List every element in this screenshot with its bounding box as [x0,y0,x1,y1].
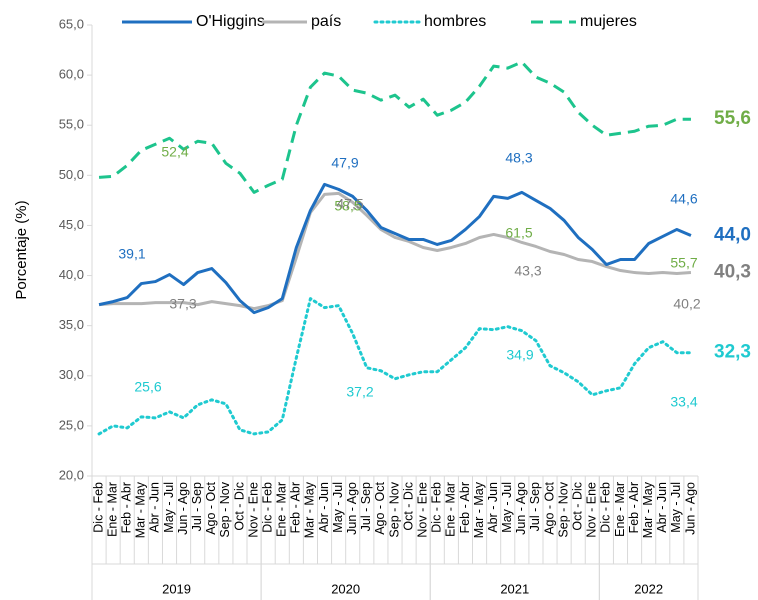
x-tick-label: Nov - Ene [246,482,260,538]
x-tick-label: Feb - Abr [120,482,134,533]
x-tick-label: Abr - Jun [148,482,162,533]
x-tick-label: Mar - May [303,481,317,538]
annotation: 37,3 [169,296,196,312]
y-tick-label: 40,0 [59,267,84,282]
x-tick-label: Oct - Dic [232,482,246,531]
x-tick-label: Dic - Feb [599,482,613,533]
x-tick-label: Abr - Jun [486,482,500,533]
y-axis-label: Porcentaje (%) [13,200,30,299]
x-tick-label: Nov - Ene [585,482,599,538]
end-label: 32,3 [714,342,751,363]
annotation: 25,6 [134,379,161,395]
y-tick-label: 60,0 [59,67,84,82]
y-tick-label: 20,0 [59,467,84,482]
x-tick-label: Sep - Nov [556,481,570,537]
end-label: 40,3 [714,262,751,283]
x-tick-label: Ene - Mar [444,482,458,537]
annotation: 40,2 [673,296,700,312]
legend-label: hombres [424,13,486,30]
y-tick-label: 55,0 [59,117,84,132]
x-tick-label: Oct - Dic [401,482,415,531]
y-tick-label: 45,0 [59,217,84,232]
legend-label: país [311,13,341,30]
x-tick-label: Sep - Nov [387,481,401,537]
x-tick-label: Ago - Oct [542,481,556,534]
x-tick-label: May - Jul [500,482,514,533]
end-label: 55,6 [714,108,751,129]
end-label: 44,0 [714,224,751,245]
x-tick-label: May - Jul [669,482,683,533]
annotation: 52,4 [161,144,188,160]
x-tick-label: Dic - Feb [430,482,444,533]
x-tick-label: Oct - Dic [571,482,585,531]
legend-label: O'Higgins [196,13,265,30]
x-tick-label: Jun - Ago [514,482,528,535]
x-tick-label: Jul - Sep [528,482,542,531]
x-tick-label: Abr - Jun [655,482,669,533]
annotation: 34,9 [506,347,533,363]
x-tick-label: Ene - Mar [105,482,119,537]
x-tick-label: Abr - Jun [317,482,331,533]
annotation: 61,5 [505,225,532,241]
group-label: 2021 [500,581,529,596]
annotation: 43,3 [514,263,541,279]
x-tick-label: Feb - Abr [627,482,641,533]
x-tick-label: Dic - Feb [91,482,105,533]
x-tick-label: Sep - Nov [218,481,232,537]
x-tick-label: Jul - Sep [190,482,204,531]
series-line [97,297,693,436]
x-tick-label: Mar - May [134,481,148,538]
annotation: 39,1 [118,246,145,262]
annotation: 47,5 [336,196,363,212]
y-tick-label: 50,0 [59,167,84,182]
x-tick-label: Feb - Abr [289,482,303,533]
annotation: 47,9 [331,155,358,171]
annotation: 55,7 [670,255,697,271]
y-tick-label: 30,0 [59,367,84,382]
x-tick-label: Dic - Feb [260,482,274,533]
y-tick-label: 65,0 [59,16,84,31]
y-tick-label: 35,0 [59,317,84,332]
y-tick-label: 25,0 [59,417,84,432]
x-tick-label: Mar - May [641,481,655,538]
group-label: 2020 [331,581,360,596]
annotation: 48,3 [505,150,532,166]
x-tick-label: Ene - Mar [613,482,627,537]
x-tick-label: Mar - May [472,481,486,538]
annotation: 58,5 [334,198,361,214]
x-tick-label: Jun - Ago [683,482,697,535]
x-tick-label: Ene - Mar [275,482,289,537]
x-tick-label: May - Jul [162,482,176,533]
annotation: 33,4 [670,394,697,410]
legend-label: mujeres [580,13,637,30]
series-line [98,60,691,194]
series-line [98,182,692,315]
annotation: 37,2 [346,384,373,400]
x-tick-label: Ago - Oct [373,481,387,534]
group-label: 2019 [162,581,191,596]
annotation: 44,6 [670,191,697,207]
x-tick-label: Jul - Sep [359,482,373,531]
series-line [98,191,692,311]
x-tick-label: Ago - Oct [204,481,218,534]
x-tick-label: May - Jul [331,482,345,533]
x-tick-label: Feb - Abr [458,482,472,533]
x-tick-label: Jun - Ago [345,482,359,535]
x-tick-label: Nov - Ene [415,482,429,538]
x-tick-label: Jun - Ago [176,482,190,535]
group-label: 2022 [634,581,663,596]
